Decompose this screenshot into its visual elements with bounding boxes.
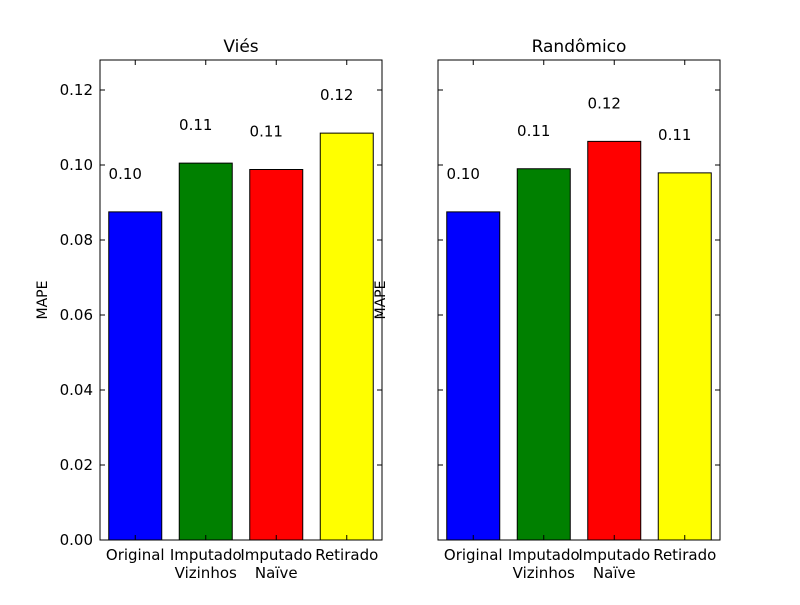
- bar: [446, 211, 501, 541]
- chart-title: Viés: [223, 37, 258, 57]
- x-tick-label-line: Original: [106, 546, 165, 564]
- x-tick-label-line: Vizinhos: [175, 564, 237, 582]
- x-tick-label: Imputado Naïve: [578, 546, 650, 582]
- y-axis-label: MAPE: [35, 281, 51, 320]
- y-tick-label: 0.10: [60, 156, 93, 174]
- y-tick-label: 0.06: [60, 306, 93, 324]
- bar: [657, 172, 712, 541]
- bar: [249, 169, 304, 541]
- y-tick-label: 0.04: [60, 381, 93, 399]
- bar: [178, 162, 233, 541]
- x-tick-label: Imputado Naïve: [240, 546, 312, 582]
- bar: [516, 168, 571, 541]
- chart-panel-2: 0.10 0.11 0.12 0.11 Original Imputado Vizinhos…: [373, 37, 721, 582]
- data-label: 0.11: [517, 122, 550, 140]
- data-label: 0.10: [447, 165, 480, 183]
- x-tick-label: Imputado Vizinhos: [508, 546, 580, 582]
- y-tick-label: 0.12: [60, 81, 93, 99]
- axes-frame: [99, 59, 383, 541]
- chart-panel-1: 0.10 0.11 0.11 0.12 0.00 0.02 0.04 0.06 0.08 0.10…: [35, 37, 383, 582]
- data-label: 0.11: [179, 116, 212, 134]
- y-tick-label: 0.08: [60, 231, 93, 249]
- x-tick-label-line: Imputado: [578, 546, 650, 564]
- bar: [108, 211, 163, 541]
- bar: [587, 140, 642, 541]
- data-label: 0.10: [109, 165, 142, 183]
- x-tick-label: Original: [106, 546, 165, 564]
- x-tick-label-line: Imputado: [240, 546, 312, 564]
- x-tick-label-line: Retirado: [653, 546, 716, 564]
- data-label: 0.12: [320, 86, 353, 104]
- data-label: 0.12: [588, 94, 621, 112]
- x-tick-label-line: Vizinhos: [513, 564, 575, 582]
- data-label: 0.11: [658, 126, 691, 144]
- y-tick-label: 0.00: [60, 531, 93, 549]
- y-tick-label: 0.02: [60, 456, 93, 474]
- x-tick-label-line: Retirado: [315, 546, 378, 564]
- axes-frame: [437, 59, 721, 541]
- bar: [319, 132, 374, 541]
- x-tick-label-line: Naïve: [593, 564, 636, 582]
- x-tick-label: Retirado: [653, 546, 716, 564]
- x-tick-label-line: Imputado: [170, 546, 242, 564]
- chart-title: Randômico: [532, 37, 627, 57]
- x-tick-label: Retirado: [315, 546, 378, 564]
- x-tick-label-line: Original: [444, 546, 503, 564]
- x-tick-label-line: Naïve: [255, 564, 298, 582]
- x-tick-label: Imputado Vizinhos: [170, 546, 242, 582]
- x-tick-label-line: Imputado: [508, 546, 580, 564]
- data-label: 0.11: [250, 123, 283, 141]
- y-axis-label: MAPE: [373, 281, 389, 320]
- x-tick-label: Original: [444, 546, 503, 564]
